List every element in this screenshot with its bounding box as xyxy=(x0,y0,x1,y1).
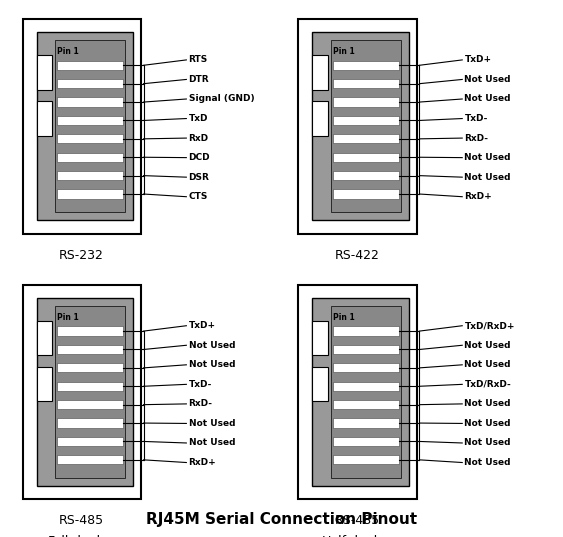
Bar xyxy=(312,298,409,486)
Text: RS-422: RS-422 xyxy=(335,249,380,262)
Bar xyxy=(23,19,141,234)
Bar xyxy=(333,190,399,199)
Text: RTS: RTS xyxy=(189,55,208,64)
Text: Pin 1: Pin 1 xyxy=(57,47,79,56)
Text: TxD+: TxD+ xyxy=(189,321,216,330)
Text: Not Used: Not Used xyxy=(464,341,511,350)
Bar xyxy=(333,134,399,143)
Text: RJ45M Serial Connection Pinout: RJ45M Serial Connection Pinout xyxy=(146,512,417,527)
Bar xyxy=(55,40,125,212)
Text: TxD/RxD-: TxD/RxD- xyxy=(464,380,511,389)
Bar xyxy=(333,171,399,180)
Text: Pin 1: Pin 1 xyxy=(333,313,355,322)
Bar xyxy=(57,171,123,180)
Text: Not Used: Not Used xyxy=(464,75,511,84)
Text: RS-485: RS-485 xyxy=(59,514,104,527)
Text: DSR: DSR xyxy=(189,173,209,182)
Bar xyxy=(57,134,123,143)
Bar xyxy=(37,55,52,90)
Bar xyxy=(312,32,409,220)
Text: Not Used: Not Used xyxy=(464,400,511,409)
Text: TxD/RxD+: TxD/RxD+ xyxy=(464,321,515,330)
Bar xyxy=(333,400,399,409)
Text: CTS: CTS xyxy=(189,192,208,201)
Text: TxD+: TxD+ xyxy=(464,55,491,64)
Bar xyxy=(57,382,123,391)
Text: Not Used: Not Used xyxy=(464,419,511,428)
Text: RS-232: RS-232 xyxy=(59,249,104,262)
Bar xyxy=(312,101,328,136)
Bar xyxy=(298,19,417,234)
Text: RS-485: RS-485 xyxy=(335,514,380,527)
Text: Not Used: Not Used xyxy=(464,360,511,369)
Bar xyxy=(333,326,399,336)
Text: RxD-: RxD- xyxy=(464,134,489,143)
Bar xyxy=(57,455,123,465)
Bar xyxy=(333,153,399,162)
Text: RxD+: RxD+ xyxy=(189,458,216,467)
Bar xyxy=(333,116,399,125)
Text: Not Used: Not Used xyxy=(464,458,511,467)
Bar xyxy=(312,55,328,90)
Text: DCD: DCD xyxy=(189,153,210,162)
Bar xyxy=(298,285,417,499)
Bar xyxy=(57,418,123,427)
Bar xyxy=(37,32,133,220)
Text: Not Used: Not Used xyxy=(464,173,511,182)
Bar xyxy=(333,79,399,88)
Text: TxD: TxD xyxy=(189,114,208,123)
Text: Not Used: Not Used xyxy=(189,439,235,447)
Bar xyxy=(37,298,133,486)
Bar xyxy=(57,153,123,162)
Text: Not Used: Not Used xyxy=(464,95,511,104)
Text: Not Used: Not Used xyxy=(189,360,235,369)
Text: RxD-: RxD- xyxy=(189,400,213,409)
Text: TxD-: TxD- xyxy=(464,114,488,123)
Bar xyxy=(333,363,399,373)
Bar xyxy=(312,321,328,355)
Bar xyxy=(57,116,123,125)
Bar xyxy=(312,367,328,401)
Bar xyxy=(333,455,399,465)
Bar xyxy=(57,326,123,336)
Bar xyxy=(333,382,399,391)
Bar xyxy=(333,437,399,446)
Text: Not Used: Not Used xyxy=(189,419,235,428)
Text: RxD: RxD xyxy=(189,134,209,143)
Text: Full-duplex: Full-duplex xyxy=(48,535,115,537)
Bar xyxy=(23,285,141,499)
Text: Pin 1: Pin 1 xyxy=(57,313,79,322)
Bar xyxy=(37,321,52,355)
Bar xyxy=(333,61,399,70)
Bar xyxy=(57,190,123,199)
Text: Not Used: Not Used xyxy=(464,439,511,447)
Bar xyxy=(57,400,123,409)
Text: TxD-: TxD- xyxy=(189,380,212,389)
Bar xyxy=(55,306,125,478)
Bar xyxy=(333,97,399,107)
Bar xyxy=(57,345,123,354)
Bar xyxy=(37,367,52,401)
Bar xyxy=(333,345,399,354)
Bar xyxy=(57,97,123,107)
Bar xyxy=(331,40,401,212)
Bar xyxy=(333,418,399,427)
Text: Not Used: Not Used xyxy=(189,341,235,350)
Bar xyxy=(57,79,123,88)
Bar xyxy=(331,306,401,478)
Text: RxD+: RxD+ xyxy=(464,192,492,201)
Text: Pin 1: Pin 1 xyxy=(333,47,355,56)
Bar xyxy=(57,437,123,446)
Bar xyxy=(57,363,123,373)
Text: DTR: DTR xyxy=(189,75,209,84)
Text: Not Used: Not Used xyxy=(464,153,511,162)
Text: Signal (GND): Signal (GND) xyxy=(189,95,254,104)
Bar xyxy=(57,61,123,70)
Bar xyxy=(37,101,52,136)
Text: Half-duplex: Half-duplex xyxy=(322,535,393,537)
